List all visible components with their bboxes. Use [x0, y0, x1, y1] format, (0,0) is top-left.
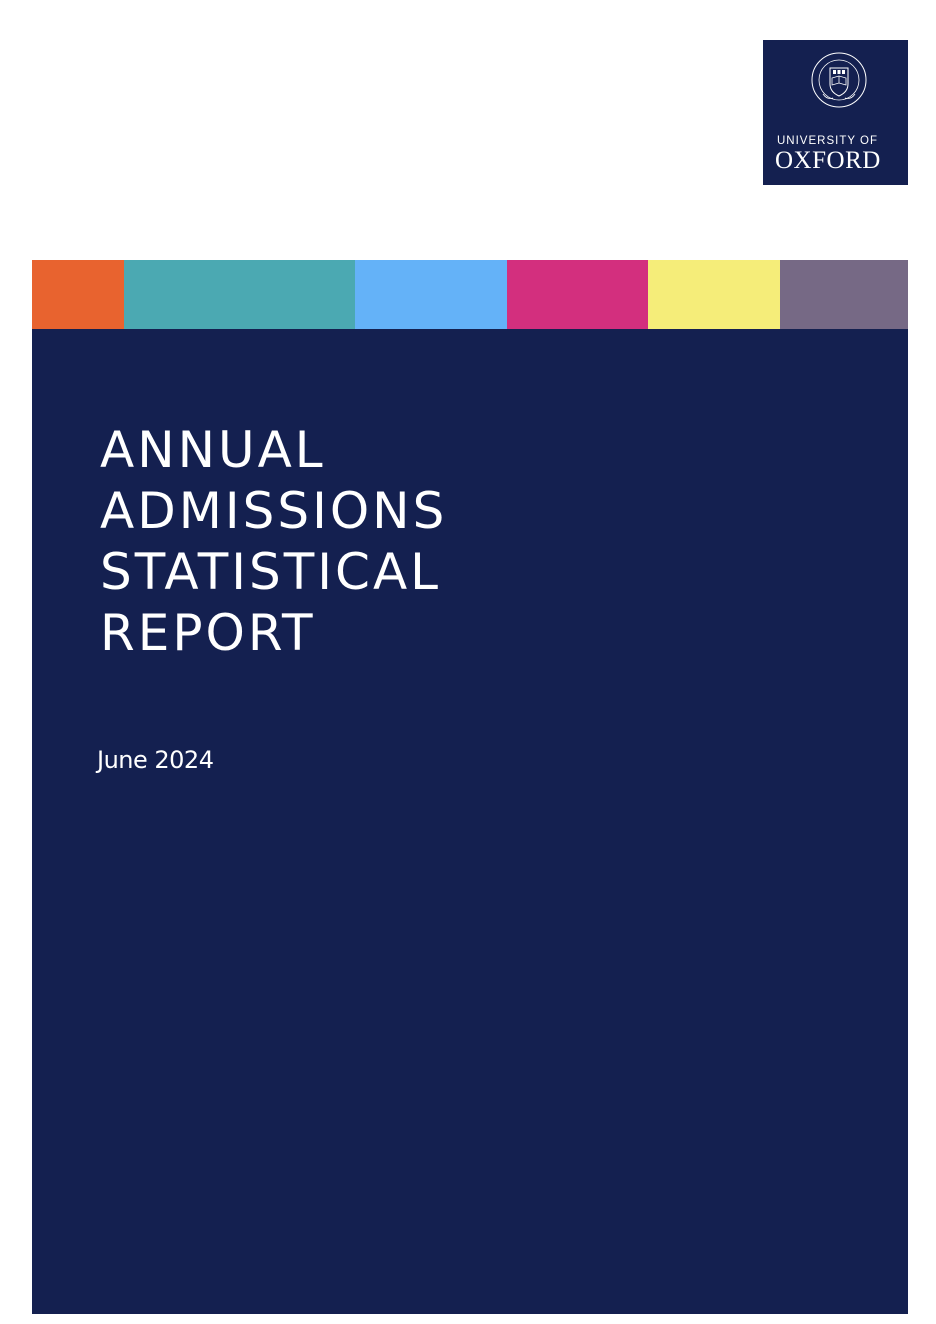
- stripe-segment-yellow: [648, 260, 780, 329]
- university-logo: UNIVERSITY OF OXFORD: [763, 40, 908, 185]
- stripe-segment-magenta: [507, 260, 648, 329]
- color-stripe: [32, 260, 908, 329]
- cover-panel: [32, 329, 908, 1314]
- stripe-segment-mauve: [780, 260, 908, 329]
- title-line: ANNUAL: [100, 421, 326, 479]
- logo-text-oxford: OXFORD: [775, 147, 881, 174]
- report-title: ANNUAL ADMISSIONS STATISTICAL REPORT: [100, 420, 447, 664]
- logo-text-university-of: UNIVERSITY OF: [777, 135, 878, 147]
- stripe-segment-teal: [124, 260, 355, 329]
- stripe-segment-orange: [32, 260, 124, 329]
- title-line: ADMISSIONS: [100, 482, 448, 540]
- stripe-segment-sky-blue: [355, 260, 507, 329]
- report-date: June 2024: [97, 746, 214, 774]
- university-crest-icon: [811, 52, 867, 108]
- title-line: STATISTICAL: [100, 543, 442, 601]
- title-line: REPORT: [100, 604, 316, 662]
